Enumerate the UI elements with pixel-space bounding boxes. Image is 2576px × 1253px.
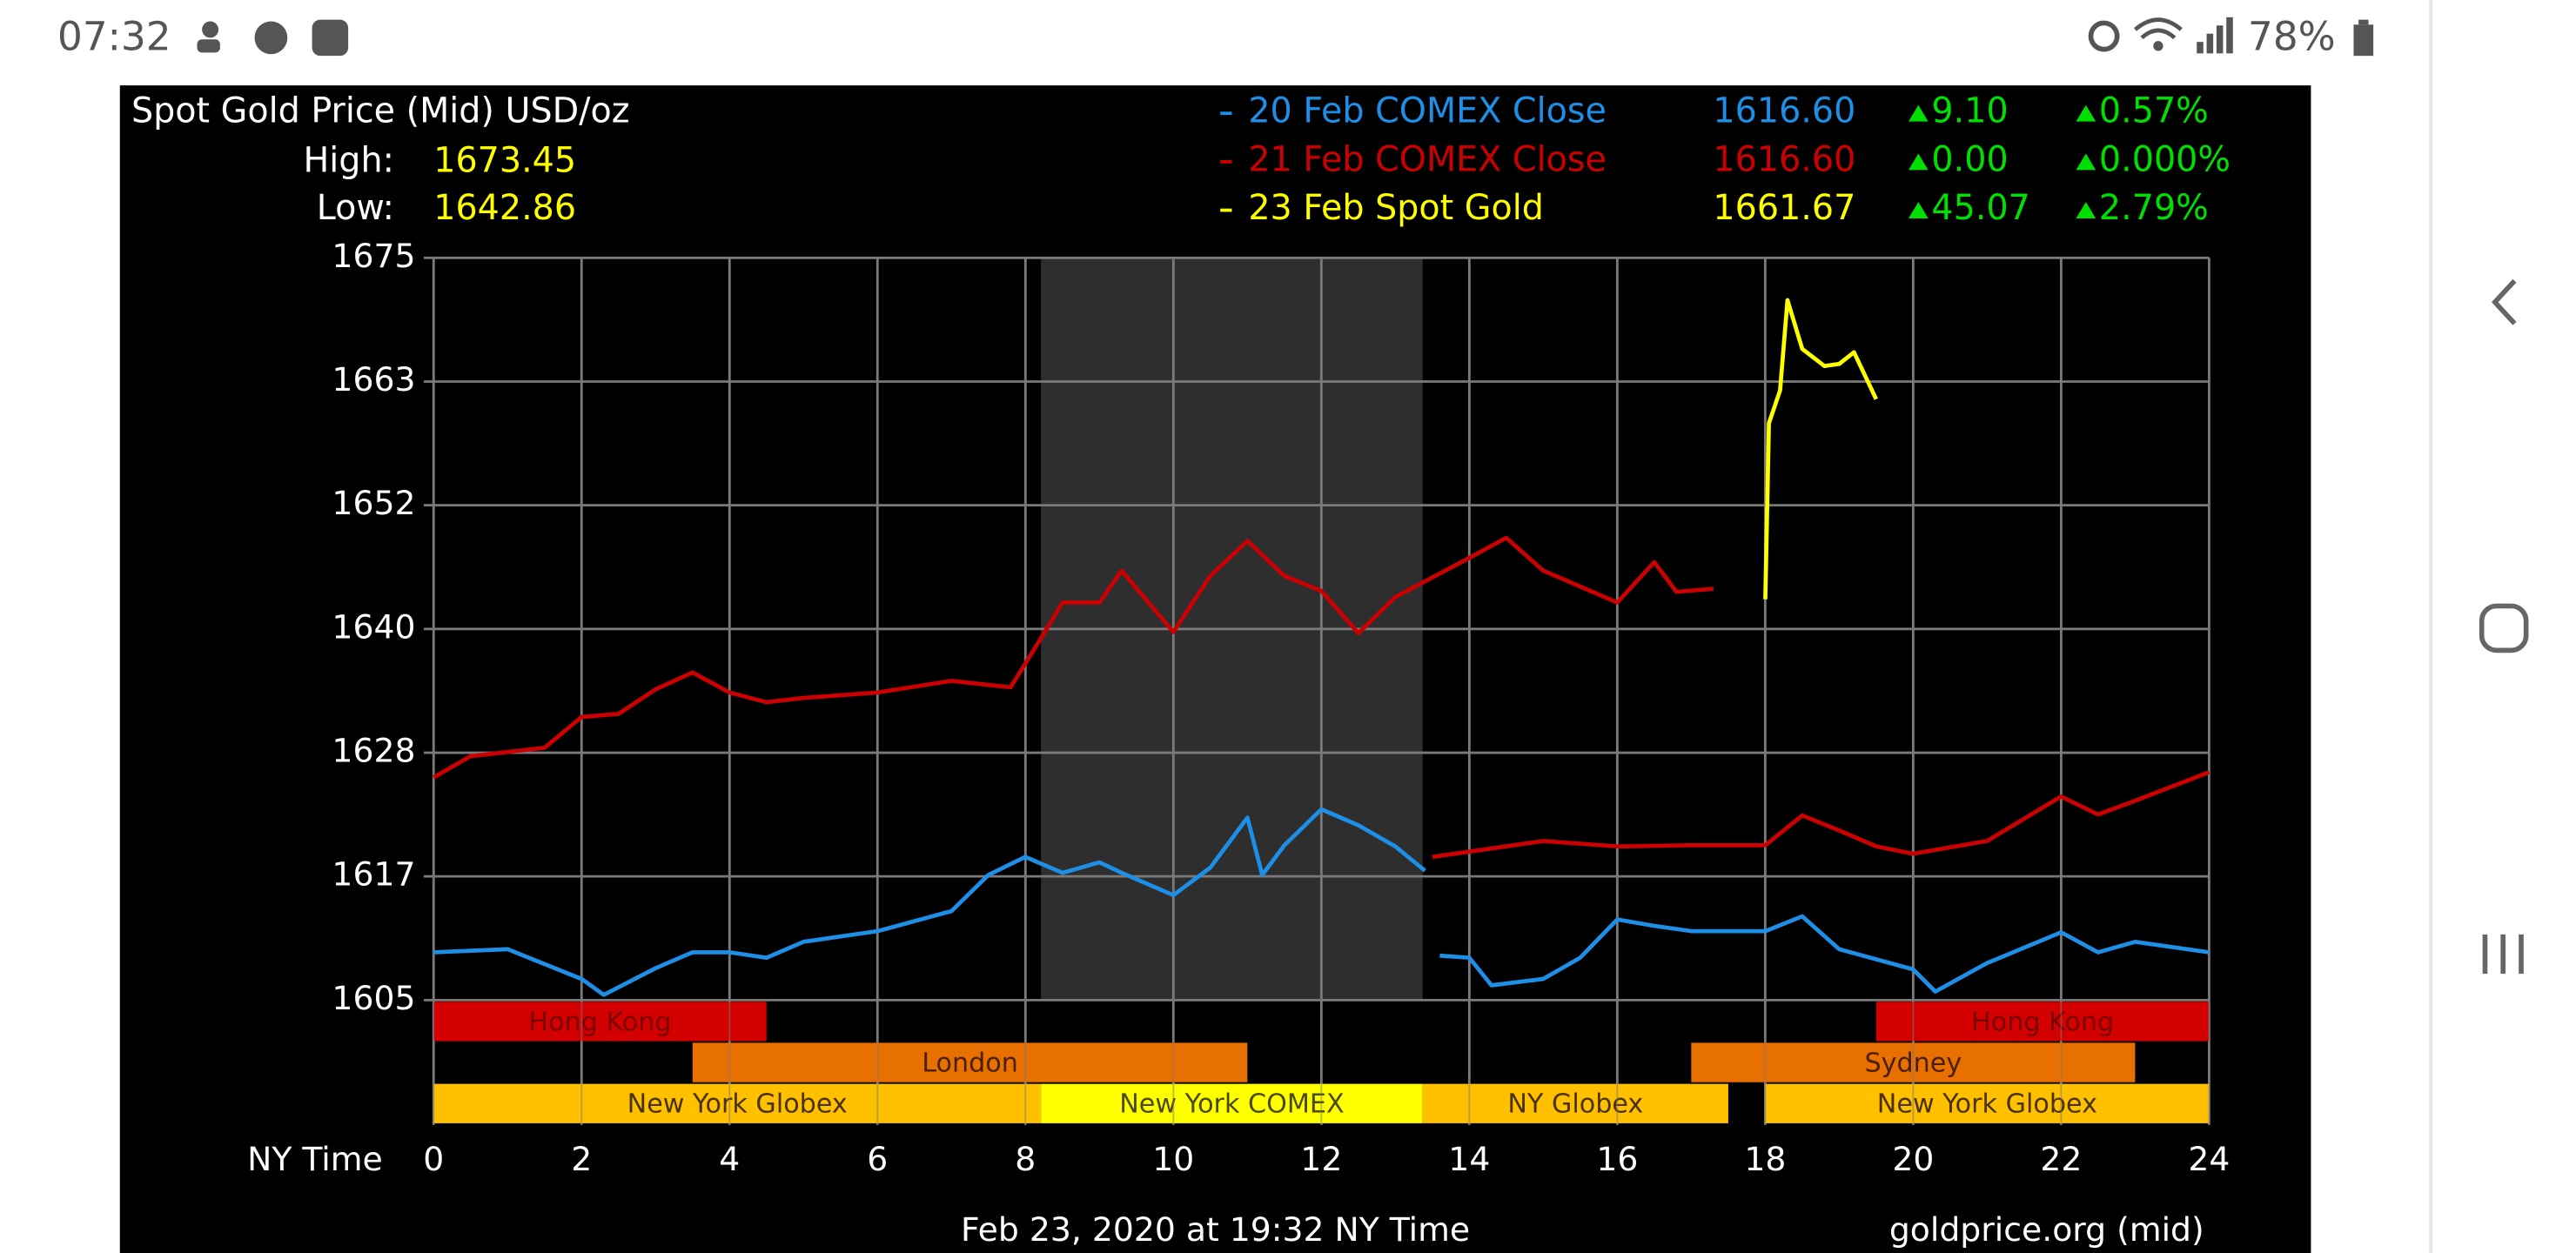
status-icons-right (2088, 17, 2374, 57)
up-arrow (1909, 104, 1929, 122)
x-tick-label: 10 (1152, 1140, 1194, 1178)
legend-close: 1616.60 (1713, 139, 1855, 179)
x-tick-label: 12 (1300, 1140, 1342, 1178)
up-arrow (2076, 202, 2096, 219)
status-battery: 78% (2248, 13, 2336, 59)
y-tick-label: 1617 (332, 855, 415, 894)
session-bar (1422, 1083, 1728, 1123)
x-tick-label: 22 (2040, 1140, 2082, 1178)
y-tick-label: 1652 (332, 484, 415, 522)
footer-date: Feb 23, 2020 at 19:32 NY Time (961, 1210, 1470, 1249)
high-value: 1673.45 (433, 140, 576, 180)
session-label: Hong Kong (1971, 1007, 2114, 1037)
session-bar (1041, 1083, 1423, 1123)
up-arrow (1909, 202, 1929, 219)
x-tick-label: 24 (2188, 1140, 2230, 1178)
session-bar (433, 1083, 1042, 1123)
low-label: Low: (317, 188, 394, 228)
series-line (433, 807, 2210, 997)
session-label: New York COMEX (1119, 1089, 1344, 1120)
x-tick-label: 6 (867, 1140, 888, 1178)
legend-change-pct: 0.57% (2099, 91, 2209, 131)
legend-change: 0.00 (1931, 139, 2008, 179)
legend-label: 20 Feb COMEX Close (1248, 91, 1607, 131)
legend-change-pct: 0.000% (2099, 139, 2231, 179)
low-value: 1642.86 (433, 188, 576, 228)
legend-label: 23 Feb Spot Gold (1248, 188, 1544, 228)
x-tick-label: 20 (1892, 1140, 1934, 1178)
y-tick-label: 1663 (332, 360, 415, 399)
legend-label: 21 Feb COMEX Close (1248, 139, 1607, 179)
x-tick-label: 0 (423, 1140, 444, 1178)
legend-change-pct: 2.79% (2099, 188, 2209, 228)
session-bar (1875, 1002, 2210, 1042)
session-bar (1765, 1083, 2210, 1123)
nav-recents[interactable] (2482, 934, 2524, 975)
y-tick-label: 1605 (332, 979, 415, 1017)
x-tick-label: 18 (1744, 1140, 1786, 1178)
up-arrow (2076, 153, 2096, 171)
legend-change: 9.10 (1931, 91, 2008, 131)
session-bar (433, 1002, 767, 1042)
x-tick-label: 2 (571, 1140, 592, 1178)
high-label: High: (304, 140, 394, 180)
session-label: New York Globex (627, 1089, 848, 1120)
session-label: NY Globex (1507, 1089, 1643, 1120)
nav-back[interactable] (2491, 278, 2517, 325)
x-axis-label: NY Time (247, 1140, 383, 1178)
series-line (1763, 298, 1878, 600)
x-tick-label: 14 (1448, 1140, 1490, 1178)
x-tick-label: 4 (719, 1140, 740, 1178)
session-label: Hong Kong (528, 1007, 671, 1037)
footer-source: goldprice.org (mid) (1889, 1210, 2204, 1249)
y-tick-label: 1640 (332, 607, 415, 646)
up-arrow (2076, 104, 2096, 122)
session-bar (692, 1042, 1248, 1082)
y-tick-label: 1628 (332, 732, 415, 770)
x-tick-label: 16 (1596, 1140, 1638, 1178)
nav-home[interactable] (2479, 603, 2529, 653)
series-line (433, 535, 2210, 860)
status-time: 07:32 (57, 13, 171, 59)
chart-title: Spot Gold Price (Mid) USD/oz (131, 91, 630, 131)
session-label: New York Globex (1877, 1089, 2097, 1120)
status-icons-left (197, 19, 349, 57)
chart: Spot Gold Price (Mid) USD/oz High: 1673.45… (131, 91, 2231, 1249)
legend-close: 1616.60 (1713, 91, 1855, 131)
x-tick-label: 8 (1015, 1140, 1036, 1178)
session-label: London (922, 1048, 1018, 1078)
legend-close: 1661.67 (1713, 188, 1855, 228)
y-tick-label: 1675 (332, 237, 415, 275)
legend-change: 45.07 (1931, 188, 2029, 228)
up-arrow (1909, 153, 1929, 171)
